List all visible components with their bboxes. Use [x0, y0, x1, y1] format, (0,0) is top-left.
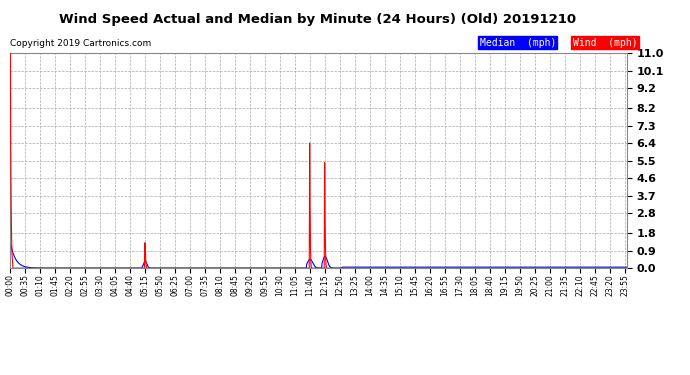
Text: Median  (mph): Median (mph) [480, 38, 556, 48]
Text: Wind  (mph): Wind (mph) [573, 38, 638, 48]
Text: Copyright 2019 Cartronics.com: Copyright 2019 Cartronics.com [10, 39, 152, 48]
Text: Wind Speed Actual and Median by Minute (24 Hours) (Old) 20191210: Wind Speed Actual and Median by Minute (… [59, 13, 576, 26]
